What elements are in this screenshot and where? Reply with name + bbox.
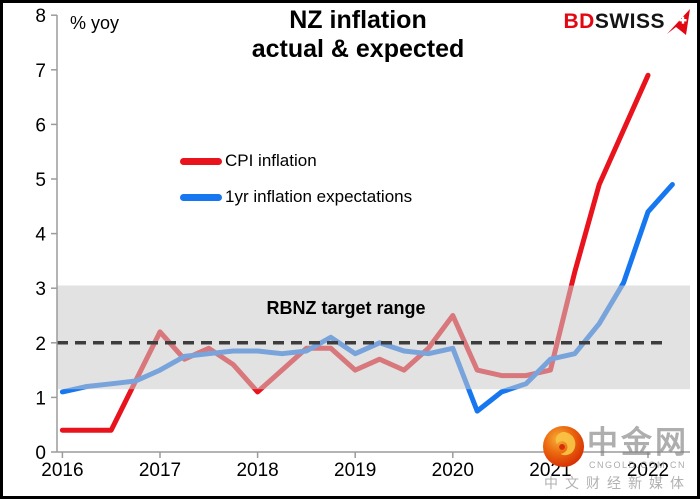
brand-bd: BD xyxy=(563,10,595,33)
expectations-line-swatch xyxy=(180,193,222,201)
legend-item-expectations: 1yr inflation expectations xyxy=(180,186,412,208)
y-tick-label: 1 xyxy=(35,388,46,409)
y-tick-label: 0 xyxy=(35,443,46,464)
legend-label-cpi: CPI inflation xyxy=(225,151,317,170)
x-tick-label: 2019 xyxy=(334,460,376,481)
x-tick-label: 2021 xyxy=(529,460,571,481)
y-tick-label: 4 xyxy=(35,225,46,246)
y-tick-label: 5 xyxy=(35,170,46,191)
chart-title-line2: actual & expected xyxy=(251,35,465,63)
brand-swiss: SWISS xyxy=(594,10,665,33)
axes: 0 1 2 3 4 5 6 7 8 2016 2017 2018 2019 2020 2021 2022 xyxy=(35,6,690,481)
chart-title-line1: NZ inflation xyxy=(289,6,427,34)
x-tick-label: 2022 xyxy=(627,460,669,481)
y-tick-label: 6 xyxy=(35,115,46,136)
legend-label-expectations: 1yr inflation expectations xyxy=(225,187,413,206)
x-tick-label: 2017 xyxy=(139,460,181,481)
swiss-arrow-icon xyxy=(667,9,690,35)
x-tick-label: 2018 xyxy=(236,460,278,481)
y-tick-label: 3 xyxy=(35,279,46,300)
legend: CPI inflation 1yr inflation expectations xyxy=(180,150,412,222)
chart-title: NZ inflation actual & expected xyxy=(158,6,558,64)
cpi-line-swatch xyxy=(180,157,222,165)
y-axis-unit-label: % yoy xyxy=(70,13,120,33)
y-tick-label: 7 xyxy=(35,61,46,82)
y-tick-label: 8 xyxy=(35,6,46,27)
brand-logo: BDSWISS xyxy=(563,8,692,36)
rbnz-target-range-band xyxy=(57,285,690,390)
target-range-label: RBNZ target range xyxy=(266,298,425,318)
legend-item-cpi: CPI inflation xyxy=(180,150,412,172)
x-tick-label: 2020 xyxy=(432,460,474,481)
y-tick-label: 2 xyxy=(35,334,46,355)
brand-text: BDSWISS xyxy=(563,10,665,34)
x-tick-label: 2016 xyxy=(41,460,83,481)
